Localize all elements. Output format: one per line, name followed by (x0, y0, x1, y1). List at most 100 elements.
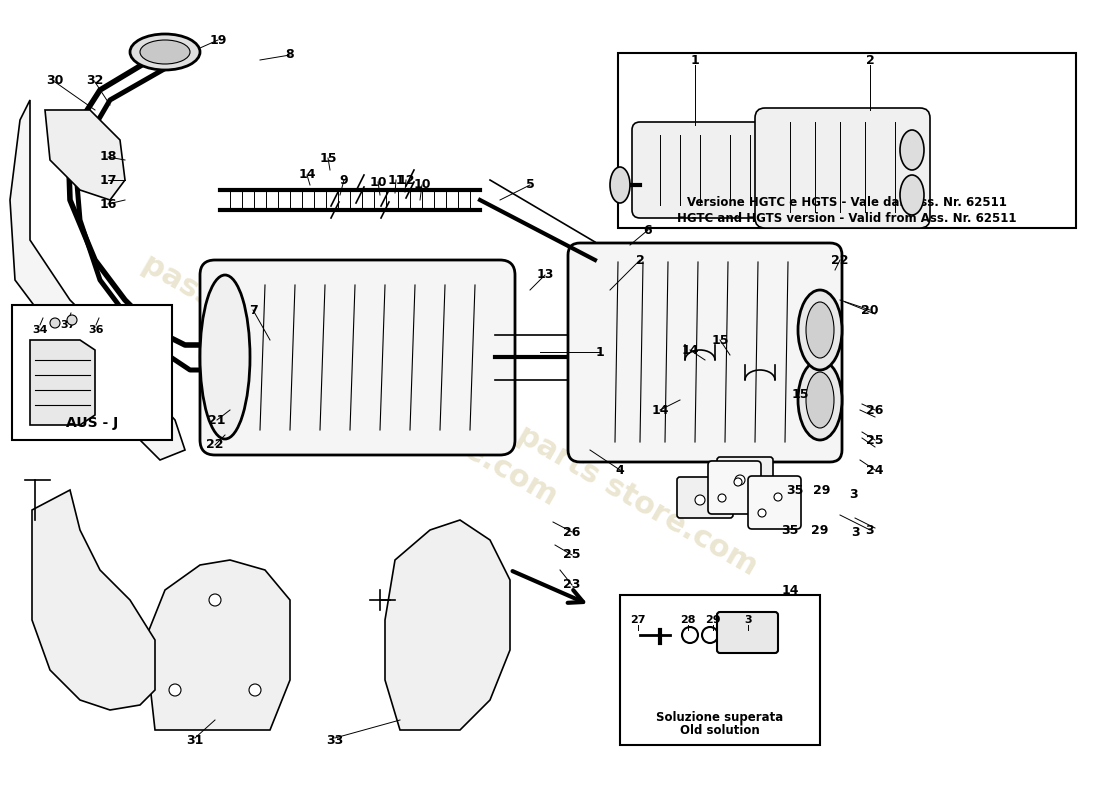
Text: 1: 1 (691, 54, 700, 66)
Text: 9: 9 (340, 174, 349, 186)
Text: 33: 33 (327, 734, 343, 746)
Text: 12: 12 (397, 174, 415, 186)
Text: 2: 2 (636, 254, 645, 266)
FancyBboxPatch shape (708, 461, 761, 514)
Polygon shape (45, 110, 125, 200)
Text: 16: 16 (99, 198, 117, 210)
Polygon shape (385, 520, 510, 730)
Ellipse shape (130, 34, 200, 70)
Text: 20: 20 (861, 303, 879, 317)
Text: 28: 28 (680, 615, 695, 625)
Ellipse shape (798, 290, 842, 370)
Text: 23: 23 (563, 578, 581, 591)
Text: 25: 25 (867, 434, 883, 446)
Circle shape (774, 493, 782, 501)
Text: Versione HGTC e HGTS - Vale dall'Ass. Nr. 62511: Versione HGTC e HGTS - Vale dall'Ass. Nr… (688, 197, 1006, 210)
Text: 30: 30 (46, 74, 64, 86)
Text: Soluzione superata: Soluzione superata (657, 710, 783, 723)
Text: 15: 15 (319, 151, 337, 165)
Text: 22: 22 (207, 438, 223, 451)
Text: 3: 3 (849, 489, 858, 502)
Circle shape (695, 495, 705, 505)
FancyBboxPatch shape (676, 477, 733, 518)
Ellipse shape (806, 372, 834, 428)
Text: 31: 31 (186, 734, 204, 746)
Circle shape (169, 684, 182, 696)
Text: 13: 13 (537, 269, 553, 282)
FancyBboxPatch shape (568, 243, 842, 462)
Polygon shape (30, 340, 95, 425)
Text: 37: 37 (60, 320, 76, 330)
Text: 15: 15 (791, 389, 808, 402)
Text: 11: 11 (387, 174, 405, 186)
FancyBboxPatch shape (755, 108, 930, 228)
Text: 2: 2 (866, 54, 874, 66)
FancyBboxPatch shape (632, 122, 768, 218)
FancyBboxPatch shape (12, 305, 172, 440)
Text: 29: 29 (812, 523, 828, 537)
Text: 14: 14 (298, 169, 316, 182)
Text: 14: 14 (781, 583, 799, 597)
Text: 32: 32 (86, 74, 103, 86)
FancyBboxPatch shape (717, 457, 773, 498)
Text: passion for parts store.com: passion for parts store.com (138, 249, 563, 511)
Text: 25: 25 (563, 549, 581, 562)
Text: 26: 26 (563, 526, 581, 538)
Text: 1: 1 (595, 346, 604, 358)
Ellipse shape (610, 167, 630, 203)
Text: 35: 35 (786, 483, 804, 497)
Text: 35: 35 (781, 523, 799, 537)
FancyBboxPatch shape (717, 612, 778, 653)
Text: 6: 6 (644, 223, 652, 237)
Polygon shape (32, 490, 155, 710)
Ellipse shape (140, 40, 190, 64)
FancyBboxPatch shape (748, 476, 801, 529)
Text: 21: 21 (208, 414, 226, 426)
Text: 10: 10 (414, 178, 431, 191)
FancyBboxPatch shape (618, 53, 1076, 228)
Circle shape (209, 594, 221, 606)
Text: 27: 27 (630, 615, 646, 625)
Text: passion for parts store.com: passion for parts store.com (338, 319, 762, 581)
Text: 34: 34 (32, 325, 47, 335)
Text: 7: 7 (249, 303, 257, 317)
Text: 24: 24 (867, 463, 883, 477)
Text: 26: 26 (867, 403, 883, 417)
Text: 17: 17 (99, 174, 117, 186)
Circle shape (734, 478, 742, 486)
Text: 29: 29 (705, 615, 720, 625)
Circle shape (735, 475, 745, 485)
Text: 4: 4 (616, 463, 625, 477)
Text: 3: 3 (866, 523, 874, 537)
Ellipse shape (900, 130, 924, 170)
Ellipse shape (900, 175, 924, 215)
Text: 14: 14 (651, 403, 669, 417)
Text: AUS - J: AUS - J (66, 416, 118, 430)
Text: 19: 19 (209, 34, 227, 46)
Circle shape (249, 684, 261, 696)
Text: HGTC and HGTS version - Valid from Ass. Nr. 62511: HGTC and HGTS version - Valid from Ass. … (678, 211, 1016, 225)
Text: 14: 14 (681, 343, 698, 357)
Circle shape (758, 509, 766, 517)
Circle shape (67, 315, 77, 325)
Text: 36: 36 (88, 325, 103, 335)
Ellipse shape (806, 302, 834, 358)
Circle shape (50, 318, 60, 328)
Circle shape (718, 494, 726, 502)
FancyBboxPatch shape (620, 595, 820, 745)
Text: 10: 10 (370, 175, 387, 189)
Text: 29: 29 (813, 483, 830, 497)
Polygon shape (145, 560, 290, 730)
Ellipse shape (200, 275, 250, 439)
FancyBboxPatch shape (200, 260, 515, 455)
Text: Old solution: Old solution (680, 725, 760, 738)
Ellipse shape (798, 360, 842, 440)
Text: 18: 18 (99, 150, 117, 163)
Text: 15: 15 (712, 334, 728, 346)
Text: 8: 8 (286, 49, 295, 62)
Text: 3: 3 (745, 615, 751, 625)
Text: 3: 3 (851, 526, 860, 538)
Text: 22: 22 (832, 254, 849, 266)
Text: 5: 5 (526, 178, 535, 191)
Polygon shape (10, 100, 185, 460)
